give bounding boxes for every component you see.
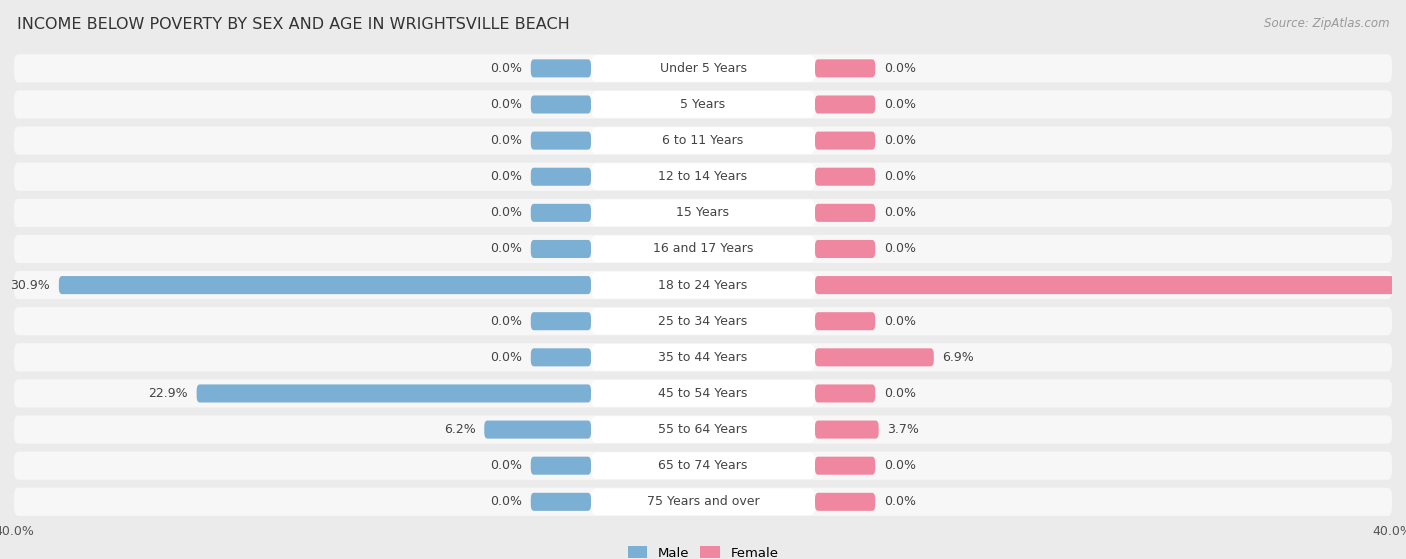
Text: 75 Years and over: 75 Years and over — [647, 495, 759, 508]
Text: 0.0%: 0.0% — [884, 134, 915, 147]
Text: 0.0%: 0.0% — [884, 459, 915, 472]
FancyBboxPatch shape — [484, 420, 591, 439]
Text: 0.0%: 0.0% — [884, 98, 915, 111]
Text: 0.0%: 0.0% — [884, 315, 915, 328]
Text: 45 to 54 Years: 45 to 54 Years — [658, 387, 748, 400]
FancyBboxPatch shape — [14, 452, 1392, 480]
FancyBboxPatch shape — [591, 344, 815, 371]
FancyBboxPatch shape — [531, 457, 591, 475]
FancyBboxPatch shape — [815, 420, 879, 439]
Text: 55 to 64 Years: 55 to 64 Years — [658, 423, 748, 436]
Text: 3.7%: 3.7% — [887, 423, 920, 436]
Text: 0.0%: 0.0% — [491, 315, 522, 328]
Text: 22.9%: 22.9% — [149, 387, 188, 400]
Text: 0.0%: 0.0% — [491, 459, 522, 472]
FancyBboxPatch shape — [591, 416, 815, 443]
Text: 0.0%: 0.0% — [884, 206, 915, 219]
FancyBboxPatch shape — [531, 131, 591, 150]
Text: 0.0%: 0.0% — [491, 134, 522, 147]
FancyBboxPatch shape — [531, 348, 591, 366]
Text: 12 to 14 Years: 12 to 14 Years — [658, 170, 748, 183]
FancyBboxPatch shape — [815, 168, 875, 186]
FancyBboxPatch shape — [591, 55, 815, 82]
FancyBboxPatch shape — [815, 385, 875, 402]
FancyBboxPatch shape — [591, 452, 815, 479]
FancyBboxPatch shape — [815, 493, 875, 511]
FancyBboxPatch shape — [591, 163, 815, 190]
Text: 18 to 24 Years: 18 to 24 Years — [658, 278, 748, 292]
FancyBboxPatch shape — [14, 163, 1392, 191]
FancyBboxPatch shape — [14, 343, 1392, 371]
FancyBboxPatch shape — [14, 199, 1392, 227]
FancyBboxPatch shape — [815, 131, 875, 150]
FancyBboxPatch shape — [14, 126, 1392, 155]
FancyBboxPatch shape — [815, 96, 875, 113]
FancyBboxPatch shape — [591, 489, 815, 515]
FancyBboxPatch shape — [815, 348, 934, 366]
FancyBboxPatch shape — [14, 91, 1392, 119]
FancyBboxPatch shape — [197, 385, 591, 402]
Text: 15 Years: 15 Years — [676, 206, 730, 219]
Text: Under 5 Years: Under 5 Years — [659, 62, 747, 75]
FancyBboxPatch shape — [531, 59, 591, 77]
Text: 6.2%: 6.2% — [444, 423, 475, 436]
FancyBboxPatch shape — [815, 204, 875, 222]
FancyBboxPatch shape — [14, 487, 1392, 516]
Legend: Male, Female: Male, Female — [623, 541, 783, 559]
Text: 0.0%: 0.0% — [491, 206, 522, 219]
Text: 35 to 44 Years: 35 to 44 Years — [658, 351, 748, 364]
FancyBboxPatch shape — [531, 240, 591, 258]
FancyBboxPatch shape — [14, 54, 1392, 83]
FancyBboxPatch shape — [14, 271, 1392, 299]
FancyBboxPatch shape — [591, 272, 815, 299]
Text: 0.0%: 0.0% — [491, 495, 522, 508]
Text: 0.0%: 0.0% — [491, 98, 522, 111]
FancyBboxPatch shape — [14, 380, 1392, 408]
FancyBboxPatch shape — [531, 96, 591, 113]
FancyBboxPatch shape — [815, 59, 875, 77]
FancyBboxPatch shape — [591, 380, 815, 407]
FancyBboxPatch shape — [531, 168, 591, 186]
FancyBboxPatch shape — [815, 457, 875, 475]
FancyBboxPatch shape — [59, 276, 591, 294]
Text: 0.0%: 0.0% — [884, 62, 915, 75]
Text: 0.0%: 0.0% — [491, 170, 522, 183]
FancyBboxPatch shape — [815, 312, 875, 330]
FancyBboxPatch shape — [591, 308, 815, 335]
FancyBboxPatch shape — [591, 235, 815, 262]
FancyBboxPatch shape — [531, 204, 591, 222]
FancyBboxPatch shape — [14, 307, 1392, 335]
FancyBboxPatch shape — [531, 493, 591, 511]
Text: 0.0%: 0.0% — [884, 170, 915, 183]
Text: 6.9%: 6.9% — [942, 351, 974, 364]
FancyBboxPatch shape — [591, 91, 815, 118]
FancyBboxPatch shape — [14, 235, 1392, 263]
Text: 25 to 34 Years: 25 to 34 Years — [658, 315, 748, 328]
Text: 0.0%: 0.0% — [491, 351, 522, 364]
FancyBboxPatch shape — [591, 200, 815, 226]
Text: Source: ZipAtlas.com: Source: ZipAtlas.com — [1264, 17, 1389, 30]
Text: 5 Years: 5 Years — [681, 98, 725, 111]
Text: 30.9%: 30.9% — [10, 278, 51, 292]
FancyBboxPatch shape — [14, 415, 1392, 444]
Text: 0.0%: 0.0% — [884, 495, 915, 508]
Text: 0.0%: 0.0% — [884, 243, 915, 255]
Text: 0.0%: 0.0% — [491, 62, 522, 75]
Text: 6 to 11 Years: 6 to 11 Years — [662, 134, 744, 147]
FancyBboxPatch shape — [815, 276, 1406, 294]
FancyBboxPatch shape — [591, 127, 815, 154]
Text: INCOME BELOW POVERTY BY SEX AND AGE IN WRIGHTSVILLE BEACH: INCOME BELOW POVERTY BY SEX AND AGE IN W… — [17, 17, 569, 32]
Text: 16 and 17 Years: 16 and 17 Years — [652, 243, 754, 255]
FancyBboxPatch shape — [531, 312, 591, 330]
Text: 0.0%: 0.0% — [491, 243, 522, 255]
Text: 65 to 74 Years: 65 to 74 Years — [658, 459, 748, 472]
FancyBboxPatch shape — [815, 240, 875, 258]
Text: 0.0%: 0.0% — [884, 387, 915, 400]
